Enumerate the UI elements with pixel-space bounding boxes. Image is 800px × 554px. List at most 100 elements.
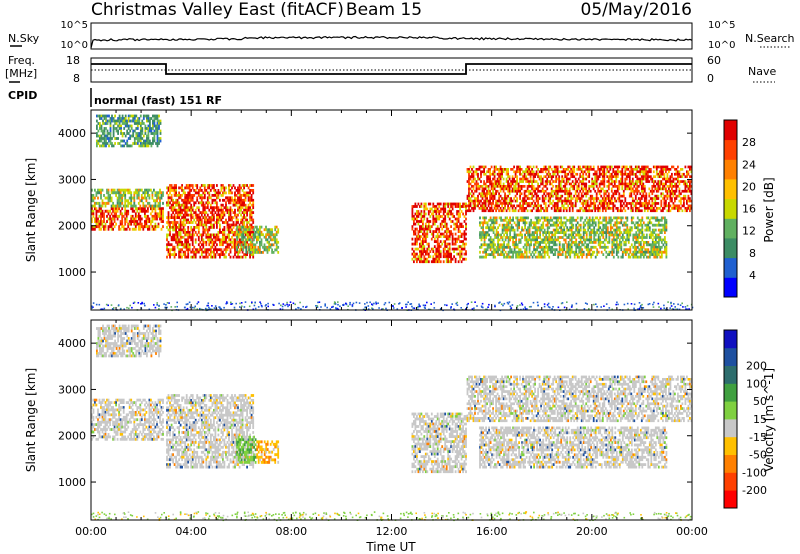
power-cell-f1 [115, 194, 117, 197]
power-cell-f3 [252, 191, 255, 195]
power-cell-f7 [482, 226, 484, 230]
power-cell-f5 [439, 245, 442, 248]
power-cell-f3 [194, 213, 197, 217]
power-cell-f6 [496, 180, 499, 183]
power-cell-f3 [240, 208, 242, 212]
power-cell-f0 [110, 227, 113, 231]
power-cell-f7 [555, 228, 558, 232]
power-cell-f3 [191, 255, 194, 259]
power-cell-f5 [438, 250, 441, 253]
power-cell-f7 [548, 243, 551, 247]
power-cell-f6 [519, 177, 521, 181]
power-cell-f6 [651, 192, 654, 196]
power-cell-f5 [424, 227, 427, 231]
power-cell-f5 [426, 225, 429, 228]
power-cell-f6 [671, 207, 673, 210]
power-cell-f7 [534, 216, 537, 220]
power-cell-f6 [519, 180, 521, 183]
power-cell-f2 [96, 124, 98, 128]
power-cell-f2 [118, 124, 121, 128]
power-cell-f5 [436, 237, 439, 241]
power-cell-f3 [190, 208, 193, 212]
power-cell-f7 [507, 241, 510, 244]
power-cell-f6 [556, 207, 559, 210]
power-cell-f7 [560, 223, 563, 227]
power-cell-f5 [459, 230, 461, 233]
power-cell-f2 [127, 127, 130, 130]
power-cell-f6 [655, 197, 658, 200]
power-cell-f5 [462, 257, 464, 261]
power-cell-f6 [642, 177, 645, 181]
power-cell-f5 [445, 250, 448, 253]
power-cell-f6 [517, 185, 520, 188]
power-cell-f5 [429, 207, 432, 211]
power-cell-f5 [460, 240, 463, 243]
power-cell-f7 [483, 248, 486, 252]
power-cell-f7 [518, 238, 520, 242]
power-cell-f6 [498, 180, 500, 183]
power-cell-f6 [690, 180, 693, 183]
power-cell-f6 [531, 192, 533, 196]
power-cell-f3 [220, 253, 223, 256]
power-cell-f3 [179, 203, 182, 207]
power-cell-f5 [463, 252, 466, 256]
power-cell-f3 [232, 255, 235, 259]
power-cell-f7 [537, 250, 540, 254]
power-cell-f5 [432, 232, 435, 236]
power-cell-f5 [436, 227, 439, 231]
power-cell-f3 [220, 231, 223, 234]
power-cell-f3 [225, 196, 227, 200]
power-cell-f6 [544, 207, 547, 210]
power-cell-f6 [576, 194, 579, 198]
power-cell-f1 [157, 204, 160, 208]
power-cell-f4 [242, 240, 245, 244]
power-cell-f6 [640, 185, 643, 188]
power-cell-f2 [149, 142, 151, 145]
power-cell-f3 [205, 243, 208, 247]
power-cell-f7 [524, 233, 526, 237]
power-cell-f6 [483, 202, 485, 205]
power-cell-f3 [232, 243, 235, 247]
power-cell-f2 [150, 129, 153, 133]
power-cell-f4 [263, 248, 266, 252]
power-cell-f3 [196, 186, 199, 190]
power-cell-f7 [554, 233, 557, 237]
power-cell-f3 [238, 255, 241, 259]
power-cell-f3 [197, 235, 200, 239]
power-cell-f5 [426, 235, 429, 238]
power-cell-f3 [175, 240, 177, 244]
power-cell-f7 [536, 238, 538, 242]
power-cell-f6 [577, 177, 580, 181]
power-cell-f3 [166, 245, 168, 249]
power-cell-f6 [654, 197, 657, 200]
power-cell-f3 [252, 189, 255, 192]
power-cell-f1 [106, 191, 108, 195]
power-cell-f6 [526, 194, 529, 198]
power-cell-f6 [591, 194, 594, 198]
power-cell-f1 [118, 201, 120, 205]
power-cell-f6 [655, 182, 658, 186]
power-cell-f1 [100, 204, 102, 208]
power-cell-f6 [525, 207, 527, 210]
power-cell-f1 [137, 196, 140, 200]
power-cell-f0 [160, 214, 163, 218]
power-cell-f5 [438, 242, 441, 246]
power-cell-f1 [157, 194, 160, 197]
power-cell-f3 [250, 226, 253, 229]
power-cell-f6 [624, 199, 627, 203]
power-cell-f6 [505, 170, 508, 174]
power-cell-f5 [429, 230, 432, 233]
power-cell-f3 [205, 206, 208, 210]
power-cell-f7 [518, 233, 520, 237]
power-cell-f5 [454, 240, 457, 243]
power-cell-f2 [150, 117, 153, 120]
power-cell-f0 [98, 209, 101, 213]
power-cell-f6 [583, 185, 586, 188]
power-cell-f6 [555, 168, 558, 171]
power-cell-f6 [549, 199, 552, 203]
power-cell-f6 [601, 182, 604, 186]
power-cell-f0 [150, 222, 152, 226]
power-cell-f6 [538, 185, 541, 188]
power-cell-f7 [522, 216, 525, 220]
power-cell-f4 [269, 230, 272, 234]
